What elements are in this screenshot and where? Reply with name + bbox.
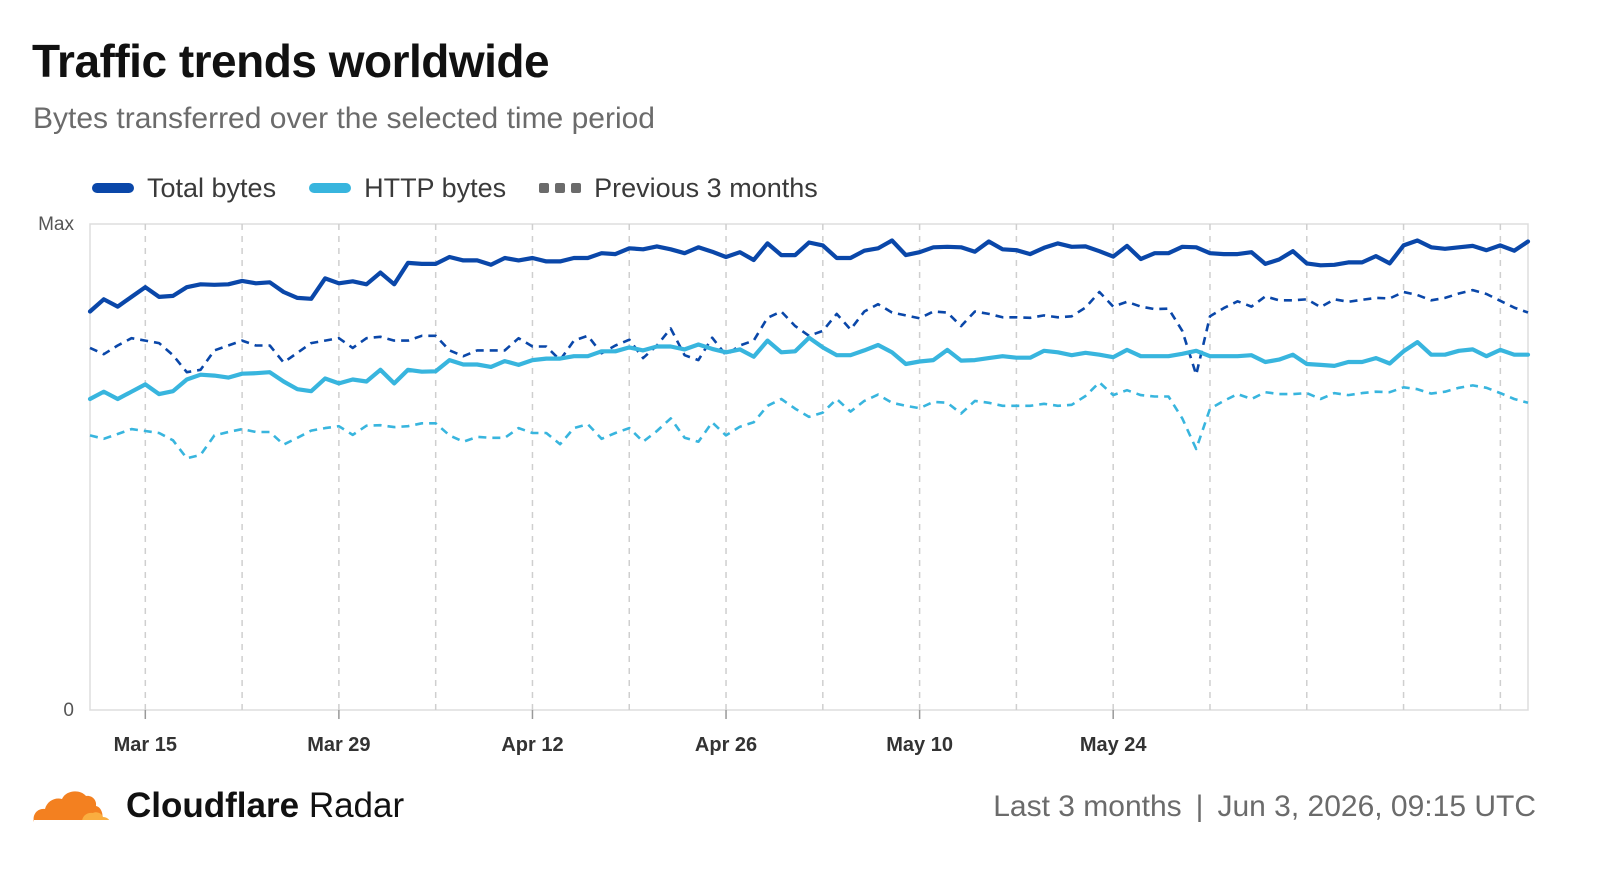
brand-name-bold: Cloudflare xyxy=(126,786,300,825)
x-tick-label: May 24 xyxy=(1080,734,1148,756)
time-range-label: Last 3 months xyxy=(993,790,1182,823)
plot-area xyxy=(89,223,1529,711)
series-line-total-bytes xyxy=(87,238,1531,314)
series-line-total-bytes-previous-3-months xyxy=(89,288,1529,377)
x-tick-label: May 10 xyxy=(886,734,953,756)
y-tick-label: 0 xyxy=(63,700,74,721)
legend-item-previous-3-months[interactable]: Previous 3 months xyxy=(539,173,818,204)
page-subtitle: Bytes transferred over the selected time… xyxy=(33,102,655,135)
legend-label-previous-3-months: Previous 3 months xyxy=(594,172,818,203)
series-line-http-bytes xyxy=(87,335,1531,402)
legend-item-http-bytes[interactable]: HTTP bytes xyxy=(309,173,506,204)
page-title: Traffic trends worldwide xyxy=(32,35,550,87)
x-tick-label: Mar 29 xyxy=(307,734,370,756)
footer-meta: Last 3 months | Jun 3, 2026, 09:15 UTC xyxy=(993,790,1536,824)
timestamp-label: Jun 3, 2026, 09:15 UTC xyxy=(1217,790,1536,823)
cloudflare-cloud-icon xyxy=(33,791,110,823)
series-line-http-bytes-previous-3-months xyxy=(89,381,1529,460)
y-tick-label: Max xyxy=(38,214,74,235)
chart-legend: Total bytes HTTP bytes Previous 3 months xyxy=(92,170,851,206)
legend-swatch-previous-3-months xyxy=(539,183,582,193)
legend-swatch-http-bytes xyxy=(309,183,352,193)
footer-separator: | xyxy=(1195,790,1204,823)
brand-name-light: Radar xyxy=(308,786,405,825)
x-tick-label: Mar 15 xyxy=(114,734,177,756)
brand-name: Cloudflare Radar xyxy=(126,786,404,826)
x-tick-label: Apr 12 xyxy=(501,734,563,756)
legend-swatch-total-bytes xyxy=(92,183,134,193)
legend-item-total-bytes[interactable]: Total bytes xyxy=(92,173,276,204)
legend-label-http-bytes: HTTP bytes xyxy=(364,172,507,203)
x-tick-label: Apr 26 xyxy=(695,734,757,756)
legend-label-total-bytes: Total bytes xyxy=(147,172,277,203)
cloudflare-radar-logo[interactable]: Cloudflare Radar xyxy=(30,786,404,826)
